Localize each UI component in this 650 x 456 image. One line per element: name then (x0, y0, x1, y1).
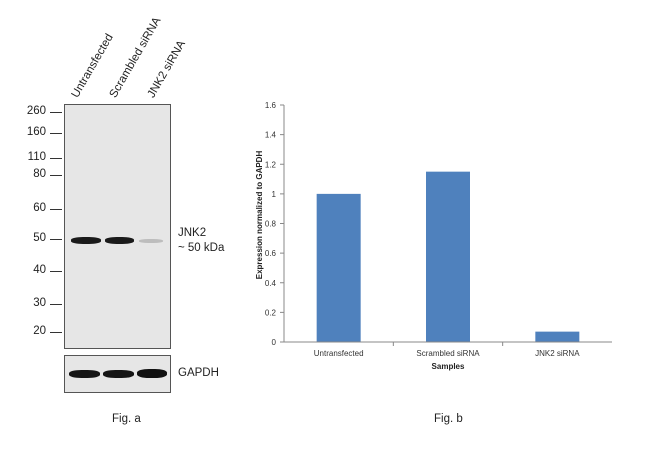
figure-caption-a: Fig. a (112, 413, 141, 425)
mw-tick-50 (50, 239, 62, 240)
x-tick-label: Untransfected (314, 349, 364, 358)
bar-chart-panel: 0 0.2 0.4 0.6 0.8 1 1.2 1.4 1.6 Untransfected Scr… (240, 90, 640, 390)
y-tick-label: 1 (272, 190, 277, 199)
bar-chart: 0 0.2 0.4 0.6 0.8 1 1.2 1.4 1.6 Untransfected Scr… (255, 101, 612, 371)
mw-tick-20 (50, 332, 62, 333)
loading-control-label: GAPDH (178, 367, 219, 379)
mw-tick-80 (50, 175, 62, 176)
bars (316, 171, 580, 342)
mw-marker-30: 30 (33, 297, 46, 309)
mw-marker-160: 160 (26, 126, 46, 138)
western-blot-panel: Untransfected Scrambled siRNA JNK2 siRNA… (0, 0, 320, 456)
mw-tick-110 (50, 158, 62, 159)
mw-marker-60: 60 (33, 202, 46, 214)
mw-marker-50: 50 (33, 232, 46, 244)
mw-tick-260 (50, 112, 62, 113)
jnk2-band-jnk2-sirna (139, 239, 163, 243)
jnk2-band-scrambled-sirna (105, 237, 134, 244)
bar-jnk2-sirna (535, 331, 580, 342)
y-tick-label: 0.8 (265, 220, 277, 229)
y-axis-title: Expression normalized to GAPDH (255, 151, 264, 280)
y-tick-label: 0.2 (265, 308, 277, 317)
target-label-jnk2: JNK2 (178, 227, 207, 239)
y-tick-label: 0.6 (265, 249, 277, 258)
jnk2-band-untransfected (71, 237, 101, 244)
y-tick-label: 0 (272, 338, 277, 347)
bar-untransfected (316, 193, 361, 342)
x-tick-label: Scrambled siRNA (416, 349, 480, 358)
mw-marker-20: 20 (33, 325, 46, 337)
mw-marker-260: 260 (26, 105, 46, 117)
y-tick-label: 0.4 (265, 279, 277, 288)
mw-tick-60 (50, 209, 62, 210)
gapdh-band-untransfected (69, 370, 100, 378)
target-label-size: ~ 50 kDa (178, 242, 225, 254)
mw-marker-40: 40 (33, 264, 46, 276)
x-tick-label: JNK2 siRNA (535, 349, 580, 358)
blot-membrane-gapdh (64, 355, 171, 393)
y-axis: 0 0.2 0.4 0.6 0.8 1 1.2 1.4 1.6 (265, 101, 285, 347)
x-axis-title: Samples (432, 362, 465, 371)
mw-tick-40 (50, 271, 62, 272)
x-axis: Untransfected Scrambled siRNA JNK2 siRNA (284, 341, 612, 358)
mw-marker-110: 110 (27, 151, 46, 163)
gapdh-band-scrambled-sirna (103, 370, 134, 378)
blot-membrane-jnk2 (64, 104, 171, 349)
gapdh-band-jnk2-sirna (137, 369, 167, 378)
figure-caption-b: Fig. b (434, 413, 463, 425)
y-tick-label: 1.4 (265, 131, 277, 140)
lane-label-jnk2-sirna: JNK2 siRNA (145, 38, 188, 100)
y-tick-label: 1.2 (265, 160, 277, 169)
mw-tick-30 (50, 304, 62, 305)
bar-scrambled-sirna (426, 171, 470, 342)
y-tick-label: 1.6 (265, 101, 277, 110)
mw-tick-160 (50, 133, 62, 134)
mw-marker-80: 80 (33, 168, 46, 180)
